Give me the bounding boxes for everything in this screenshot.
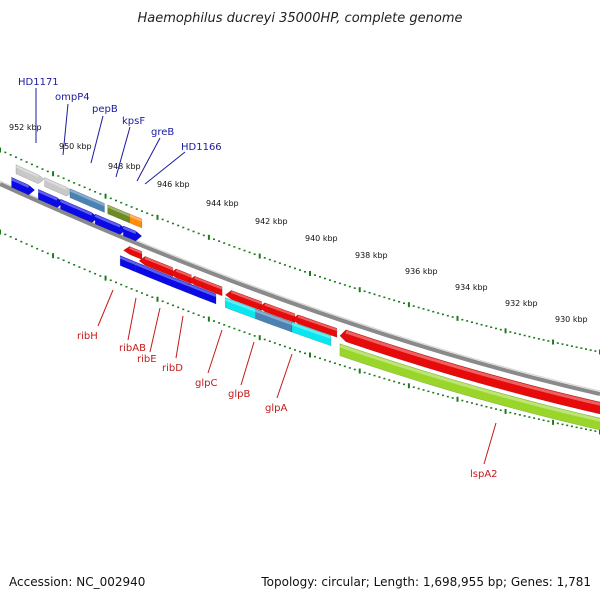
- gene-red-c-shade: [194, 276, 223, 290]
- gene-ribd[interactable]: [188, 282, 217, 305]
- gene-hd1171-shade: [15, 165, 39, 178]
- leader-line: [149, 307, 161, 353]
- gene-label-hd1166[interactable]: HD1166: [181, 142, 222, 153]
- gene-red-e-shade: [264, 303, 296, 317]
- gene-pepb-shade: [69, 189, 105, 207]
- gene-red-a[interactable]: [138, 256, 174, 277]
- accession-text: Accession: NC_002940: [9, 575, 145, 589]
- gene-greb-shade: [129, 214, 143, 222]
- gene-lspa2[interactable]: [339, 343, 600, 433]
- gene-glpa[interactable]: [291, 321, 332, 347]
- leader-line: [240, 341, 255, 386]
- gene-label-glpb[interactable]: glpB: [228, 389, 250, 400]
- gene-ribh-shade: [119, 256, 137, 265]
- gene-red-b-shade: [175, 269, 192, 278]
- gene-pepb[interactable]: [69, 188, 105, 213]
- gene-hd1166[interactable]: [123, 225, 143, 242]
- gene-greb[interactable]: [129, 213, 143, 229]
- map-title: Haemophilus ducreyi 35000HP, complete ge…: [137, 11, 462, 26]
- leader-line: [62, 103, 69, 156]
- scale-label: 948 kbp: [108, 162, 141, 171]
- gene-ribd-shade: [187, 283, 217, 297]
- gene-label-lspa2[interactable]: lspA2: [470, 469, 498, 480]
- gene-glpa-shade: [291, 322, 332, 339]
- scale-ticks-upper: [0, 147, 600, 355]
- reverse-gene-labels: ribH ribAB ribE ribD glpC glpB glpA lspA…: [77, 289, 498, 480]
- gene-label-pepb[interactable]: pepB: [92, 104, 118, 115]
- scale-label: 944 kbp: [206, 199, 239, 208]
- gene-blue-2-shade: [37, 189, 58, 201]
- gene-red-e[interactable]: [258, 302, 296, 324]
- leader-line: [136, 137, 161, 182]
- gene-glpc[interactable]: [224, 297, 256, 320]
- gene-red-f-shade: [297, 315, 338, 331]
- gene-label-hd1171[interactable]: HD1171: [18, 77, 59, 88]
- gene-hd1166-shade: [122, 226, 137, 234]
- gene-ribh[interactable]: [119, 255, 137, 273]
- gene-red-long[interactable]: [339, 329, 600, 417]
- gene-ribab-shade: [135, 262, 171, 279]
- gene-lspa2-shade: [339, 344, 600, 422]
- gene-ompp4-shade: [44, 178, 68, 190]
- gene-red-small-shade: [129, 246, 143, 254]
- scale-ticks-lower: [0, 229, 600, 435]
- scale-labels: 952 kbp 950 kbp 948 kbp 946 kbp 944 kbp …: [9, 123, 588, 324]
- scale-label: 950 kbp: [59, 142, 92, 151]
- leader-line: [483, 422, 497, 465]
- gene-hd1171[interactable]: [15, 164, 45, 185]
- gene-label-glpa[interactable]: glpA: [265, 403, 287, 414]
- scale-label: 938 kbp: [355, 251, 388, 260]
- leader-line: [90, 115, 104, 164]
- gene-label-ribab[interactable]: ribAB: [119, 343, 146, 354]
- gene-blue-3[interactable]: [60, 198, 99, 223]
- genome-summary-text: Topology: circular; Length: 1,698,955 bp…: [260, 575, 591, 589]
- leader-line: [144, 151, 186, 185]
- scale-label: 932 kbp: [505, 299, 538, 308]
- scale-label: 940 kbp: [305, 234, 338, 243]
- gene-red-d-shade: [230, 290, 263, 305]
- gene-red-long-shade: [345, 330, 600, 406]
- gene-blue-4-shade: [94, 214, 121, 228]
- gene-ompp4[interactable]: [44, 177, 74, 197]
- gene-label-ribd[interactable]: ribD: [162, 363, 183, 374]
- gene-blue-3-shade: [59, 199, 93, 216]
- gene-kpsf[interactable]: [107, 204, 130, 224]
- reverse-strand-genes: [119, 246, 600, 433]
- forward-gene-labels: HD1171 ompP4 pepB kpsF greB HD1166: [18, 77, 222, 185]
- gene-label-greb[interactable]: greB: [151, 127, 174, 138]
- leader-line: [97, 289, 114, 327]
- scale-label: 936 kbp: [405, 267, 438, 276]
- genome-backbone: [0, 182, 600, 396]
- leader-line: [115, 126, 131, 178]
- gene-ribe-shade: [169, 276, 189, 287]
- gene-label-ribh[interactable]: ribH: [77, 331, 98, 342]
- leader-line: [207, 329, 223, 374]
- gene-glpc-shade: [224, 298, 257, 312]
- gene-label-ompp4[interactable]: ompP4: [55, 92, 90, 103]
- gene-blue-2[interactable]: [38, 188, 64, 208]
- scale-label: 952 kbp: [9, 123, 42, 132]
- gene-blue-1-shade: [10, 177, 30, 188]
- gene-kpsf-shade: [107, 205, 130, 217]
- gene-label-glpc[interactable]: glpC: [195, 378, 217, 389]
- gene-label-ribe[interactable]: ribE: [137, 354, 157, 365]
- scale-label: 946 kbp: [157, 180, 190, 189]
- leader-line: [276, 353, 293, 399]
- gene-blue-1[interactable]: [11, 176, 36, 196]
- forward-strand-genes: [10, 164, 143, 242]
- leader-line: [127, 297, 137, 341]
- scale-label: 934 kbp: [455, 283, 488, 292]
- gene-red-c[interactable]: [188, 275, 223, 297]
- gene-label-kpsf[interactable]: kpsF: [122, 116, 145, 127]
- gene-red-b[interactable]: [169, 268, 192, 285]
- gene-glpb-shade: [255, 309, 293, 326]
- gene-red-a-shade: [144, 256, 174, 271]
- scale-label: 930 kbp: [555, 315, 588, 324]
- scale-label: 942 kbp: [255, 217, 288, 226]
- leader-line: [175, 315, 184, 359]
- gene-red-f[interactable]: [291, 314, 338, 338]
- gene-blue-4[interactable]: [94, 213, 127, 235]
- gene-red-d[interactable]: [224, 290, 262, 312]
